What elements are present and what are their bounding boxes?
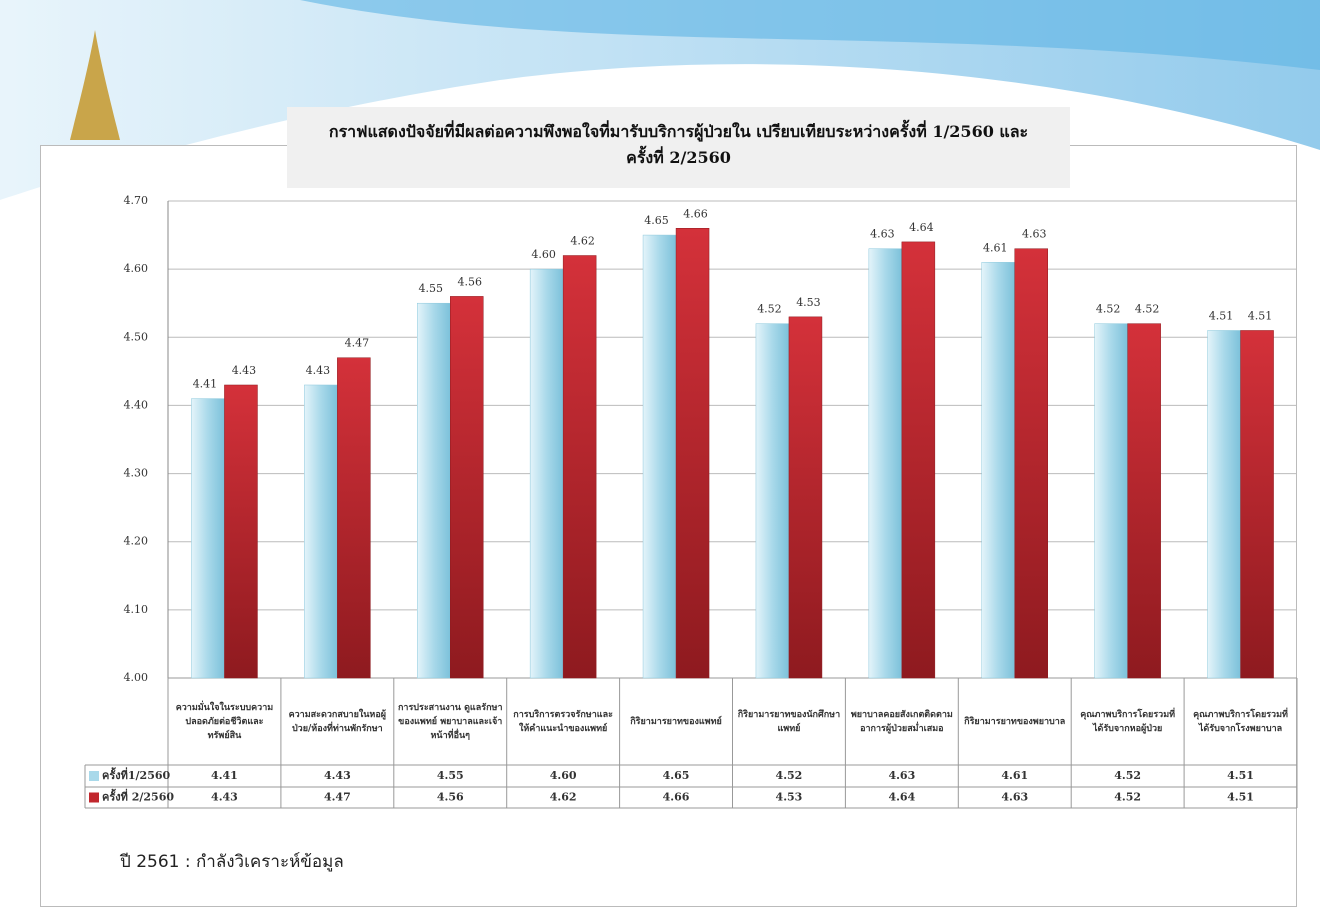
footer-note: ปี 2561 : กำลังวิเคราะห์ข้อมูล bbox=[120, 852, 344, 872]
value-label: 4.63 bbox=[1022, 228, 1047, 241]
x-tick-label-box: คุณภาพบริการโดยรวมที่ได้รับจากหอผู้ป่วย bbox=[1080, 709, 1176, 734]
value-label: 4.43 bbox=[306, 364, 331, 377]
bar bbox=[1094, 323, 1128, 679]
value-label: 4.51 bbox=[1248, 309, 1273, 322]
value-label: 4.52 bbox=[1135, 303, 1160, 316]
value-label: 4.41 bbox=[193, 378, 218, 391]
y-tick-label: 4.20 bbox=[124, 535, 149, 548]
y-tick-label: 4.70 bbox=[124, 194, 149, 207]
y-tick-label: 4.40 bbox=[124, 398, 149, 411]
table-cell: 4.47 bbox=[324, 791, 351, 804]
value-label: 4.63 bbox=[870, 228, 895, 241]
bar bbox=[337, 357, 371, 679]
x-tick-label: คุณภาพบริการโดยรวมที่ได้รับจากหอผู้ป่วย bbox=[1080, 709, 1176, 734]
value-label: 4.64 bbox=[909, 221, 934, 234]
value-label: 4.52 bbox=[757, 303, 782, 316]
x-tick-label-box: ความสะดวกสบายในหอผู้ป่วย/ห้องที่ท่านพักร… bbox=[288, 709, 387, 734]
bar bbox=[1014, 248, 1048, 679]
table-cell: 4.60 bbox=[550, 769, 577, 782]
bar bbox=[529, 268, 564, 679]
bar bbox=[1207, 330, 1241, 679]
value-label: 4.52 bbox=[1096, 303, 1121, 316]
value-label: 4.60 bbox=[531, 248, 556, 261]
table-cell: 4.62 bbox=[550, 791, 577, 804]
bar bbox=[191, 398, 225, 679]
table-cell: 4.51 bbox=[1227, 791, 1254, 804]
value-label: 4.43 bbox=[232, 364, 257, 377]
table-cell: 4.52 bbox=[1114, 769, 1141, 782]
x-tick-label-box: ความมั่นใจในระบบความปลอดภัยต่อชีวิตและทร… bbox=[175, 702, 274, 741]
table-cell: 4.43 bbox=[324, 769, 351, 782]
x-tick-label-box: การบริการตรวจรักษาและให้คำแนะนำของแพทย์ bbox=[513, 709, 613, 734]
bar bbox=[981, 262, 1015, 679]
table-cell: 4.51 bbox=[1227, 769, 1254, 782]
legend-label: ครั้งที่1/2560 bbox=[102, 767, 171, 782]
value-label: 4.55 bbox=[419, 282, 444, 295]
x-tick-label: พยาบาลคอยสังเกตติดตามอาการผู้ป่วยสม่ำเสม… bbox=[850, 709, 953, 734]
table-cell: 4.55 bbox=[437, 769, 464, 782]
x-tick-label: การประสานงาน ดูแลรักษาของแพทย์ พยาบาลและ… bbox=[397, 702, 503, 741]
bar bbox=[788, 316, 823, 679]
table-cell: 4.64 bbox=[888, 791, 915, 804]
x-tick-label-box: กิริยามารยาทของพยาบาล bbox=[964, 716, 1066, 727]
x-tick-label: กิริยามารยาทของพยาบาล bbox=[964, 716, 1066, 727]
bar bbox=[450, 296, 484, 679]
bar bbox=[562, 255, 597, 679]
value-label: 4.47 bbox=[345, 337, 370, 350]
x-tick-label: การบริการตรวจรักษาและให้คำแนะนำของแพทย์ bbox=[513, 709, 613, 734]
table-cell: 4.65 bbox=[663, 769, 690, 782]
bar bbox=[224, 384, 258, 679]
bar bbox=[417, 302, 451, 679]
y-tick-label: 4.30 bbox=[124, 467, 149, 480]
bar bbox=[1127, 323, 1161, 679]
bar bbox=[901, 241, 936, 679]
table-cell: 4.43 bbox=[211, 791, 238, 804]
table-cell: 4.41 bbox=[211, 769, 238, 782]
x-tick-label: กิริยามารยาทของนักศึกษาแพทย์ bbox=[737, 709, 841, 734]
table-cell: 4.52 bbox=[1114, 791, 1141, 804]
bar bbox=[1240, 330, 1274, 679]
value-label: 4.65 bbox=[644, 214, 669, 227]
y-tick-label: 4.10 bbox=[124, 603, 149, 616]
chart-title: กราฟแสดงปัจจัยที่มีผลต่อความพึงพอใจที่มา… bbox=[287, 107, 1070, 188]
x-tick-label-box: การประสานงาน ดูแลรักษาของแพทย์ พยาบาลและ… bbox=[397, 702, 503, 741]
table-cell: 4.52 bbox=[776, 769, 803, 782]
bar bbox=[755, 323, 790, 679]
bar bbox=[642, 234, 677, 679]
x-tick-label-box: พยาบาลคอยสังเกตติดตามอาการผู้ป่วยสม่ำเสม… bbox=[850, 709, 953, 734]
legend-label: ครั้งที่ 2/2560 bbox=[102, 789, 174, 804]
table-cell: 4.61 bbox=[1001, 769, 1028, 782]
y-tick-label: 4.60 bbox=[124, 262, 149, 275]
x-tick-label-box: กิริยามารยาทของนักศึกษาแพทย์ bbox=[737, 709, 841, 734]
legend-swatch bbox=[89, 792, 99, 803]
value-label: 4.61 bbox=[983, 241, 1008, 254]
bar bbox=[675, 228, 710, 679]
value-label: 4.62 bbox=[570, 235, 595, 248]
value-label: 4.51 bbox=[1209, 309, 1234, 322]
table-cell: 4.66 bbox=[663, 791, 690, 804]
x-tick-label-box: คุณภาพบริการโดยรวมที่ได้รับจากโรงพยาบาล bbox=[1193, 709, 1288, 734]
legend-swatch bbox=[89, 771, 99, 781]
table-cell: 4.53 bbox=[776, 791, 803, 804]
y-tick-label: 4.50 bbox=[124, 330, 149, 343]
y-tick-label: 4.00 bbox=[124, 671, 149, 684]
table-cell: 4.63 bbox=[1001, 791, 1028, 804]
x-tick-label-box: กิริยามารยาทของแพทย์ bbox=[630, 716, 722, 727]
x-tick-label: ความสะดวกสบายในหอผู้ป่วย/ห้องที่ท่านพักร… bbox=[288, 709, 387, 734]
value-label: 4.56 bbox=[458, 275, 483, 288]
value-label: 4.53 bbox=[796, 296, 821, 309]
value-label: 4.66 bbox=[683, 207, 708, 220]
table-cell: 4.56 bbox=[437, 791, 464, 804]
background bbox=[0, 0, 1320, 200]
x-tick-label: กิริยามารยาทของแพทย์ bbox=[630, 716, 722, 727]
x-tick-label: ความมั่นใจในระบบความปลอดภัยต่อชีวิตและทร… bbox=[175, 702, 274, 741]
x-tick-label: คุณภาพบริการโดยรวมที่ได้รับจากโรงพยาบาล bbox=[1193, 709, 1288, 734]
bar bbox=[304, 384, 338, 679]
bar bbox=[868, 248, 903, 679]
table-cell: 4.63 bbox=[888, 769, 915, 782]
